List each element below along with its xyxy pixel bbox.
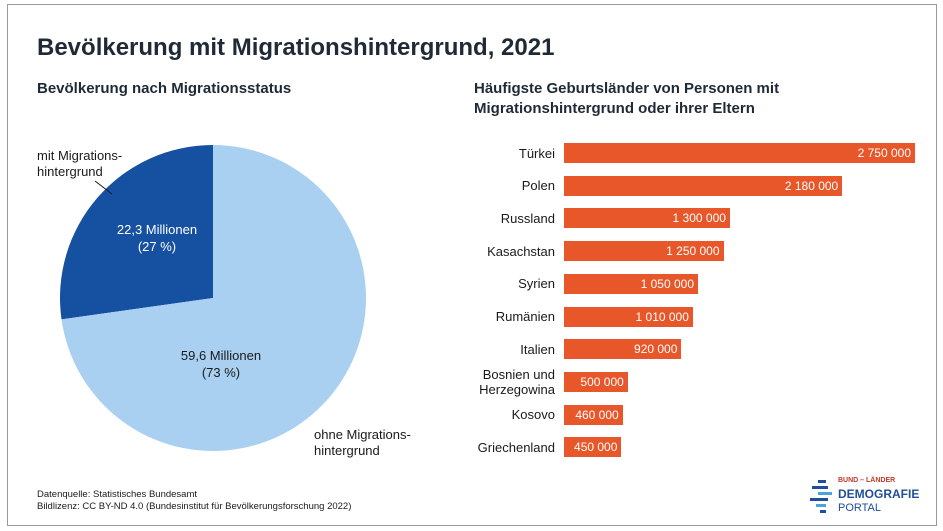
footer: Datenquelle: Statistisches Bundesamt Bil… <box>37 489 351 513</box>
category-label-russland: Russland <box>500 210 555 226</box>
bar-value-label-russland: 1 300 000 <box>672 211 726 226</box>
logo-mark-icon <box>810 480 832 513</box>
logo-text-mid: DEMOGRAFIE <box>838 487 920 501</box>
demografie-portal-logo: BUND – LÄNDER DEMOGRAFIE PORTAL <box>808 476 920 520</box>
pie-label-mit: 22,3 Millionen (27 %) <box>92 221 222 255</box>
category-label-polen: Polen <box>521 178 555 194</box>
category-label-italien: Italien <box>520 341 555 357</box>
bar-value-label-italien: 920 000 <box>634 342 678 357</box>
category-label-bosnien-und-herzegowina: Bosnien und Herzegowina <box>479 366 555 397</box>
category-label-syrien: Syrien <box>518 276 555 292</box>
chart-title: Bevölkerung mit Migrationshintergrund, 2… <box>37 34 555 61</box>
footer-license: Bildlizenz: CC BY-ND 4.0 (Bundesinstitut… <box>37 501 352 512</box>
bar-türkei <box>564 143 915 163</box>
logo-text-top: BUND – LÄNDER <box>838 477 896 484</box>
pie-legend-mit: mit Migrations- hintergrund <box>37 148 123 179</box>
pie-value-mit: 22,3 Millionen <box>116 222 198 237</box>
bar-griechenland <box>564 437 622 458</box>
pie-subtitle: Bevölkerung nach Migrationsstatus <box>37 80 292 97</box>
pie-label-ohne: 59,6 Millionen (73 %) <box>146 347 296 381</box>
bar-kosovo <box>564 404 623 425</box>
chart-frame <box>7 4 937 526</box>
category-label-kosovo: Kosovo <box>511 407 555 423</box>
bar-value-label-türkei: 2 750 000 <box>857 146 911 160</box>
bar-italien <box>564 339 682 360</box>
category-label-griechenland: Griechenland <box>477 439 555 455</box>
bar-polen <box>564 175 843 196</box>
bar-rumänien <box>564 306 693 327</box>
bar-value-label-kosovo: 460 000 <box>575 407 619 422</box>
footer-source: Datenquelle: Statistisches Bundesamt <box>37 489 198 500</box>
bar-value-label-rumänien: 1 010 000 <box>635 309 689 324</box>
bar-russland <box>564 208 730 229</box>
bar-kasachstan <box>564 241 724 262</box>
bar-value-label-kasachstan: 1 250 000 <box>666 244 720 259</box>
bar-syrien <box>564 273 699 294</box>
pie-legend-ohne: ohne Migrations- hintergrund <box>314 427 411 458</box>
logo-text-bot: PORTAL <box>838 502 881 514</box>
bar-value-label-bosnien-und-herzegowina: 500 000 <box>580 374 624 389</box>
category-label-kasachstan: Kasachstan <box>487 243 555 259</box>
pie-slice-ohne-migrationshintergrund <box>61 145 367 451</box>
pie-value-ohne: 59,6 Millionen <box>180 348 262 363</box>
leader-line-mit <box>94 180 113 195</box>
pie-slice-mit-migrationshintergrund <box>60 145 214 320</box>
bar-value-label-griechenland: 450 000 <box>574 440 618 455</box>
bar-subtitle: Häufigste Geburtsländer von Personen mit… <box>474 80 780 117</box>
bar-bosnien-und-herzegowina <box>564 371 628 392</box>
bar-value-label-syrien: 1 050 000 <box>640 276 695 291</box>
pie-percent-mit: (27 %) <box>137 239 177 254</box>
bar-value-label-polen: 2 180 000 <box>784 178 839 193</box>
category-label-rumänien: Rumänien <box>495 309 555 324</box>
pie-percent-ohne: (73 %) <box>201 365 241 380</box>
category-label-türkei: Türkei <box>518 145 555 161</box>
